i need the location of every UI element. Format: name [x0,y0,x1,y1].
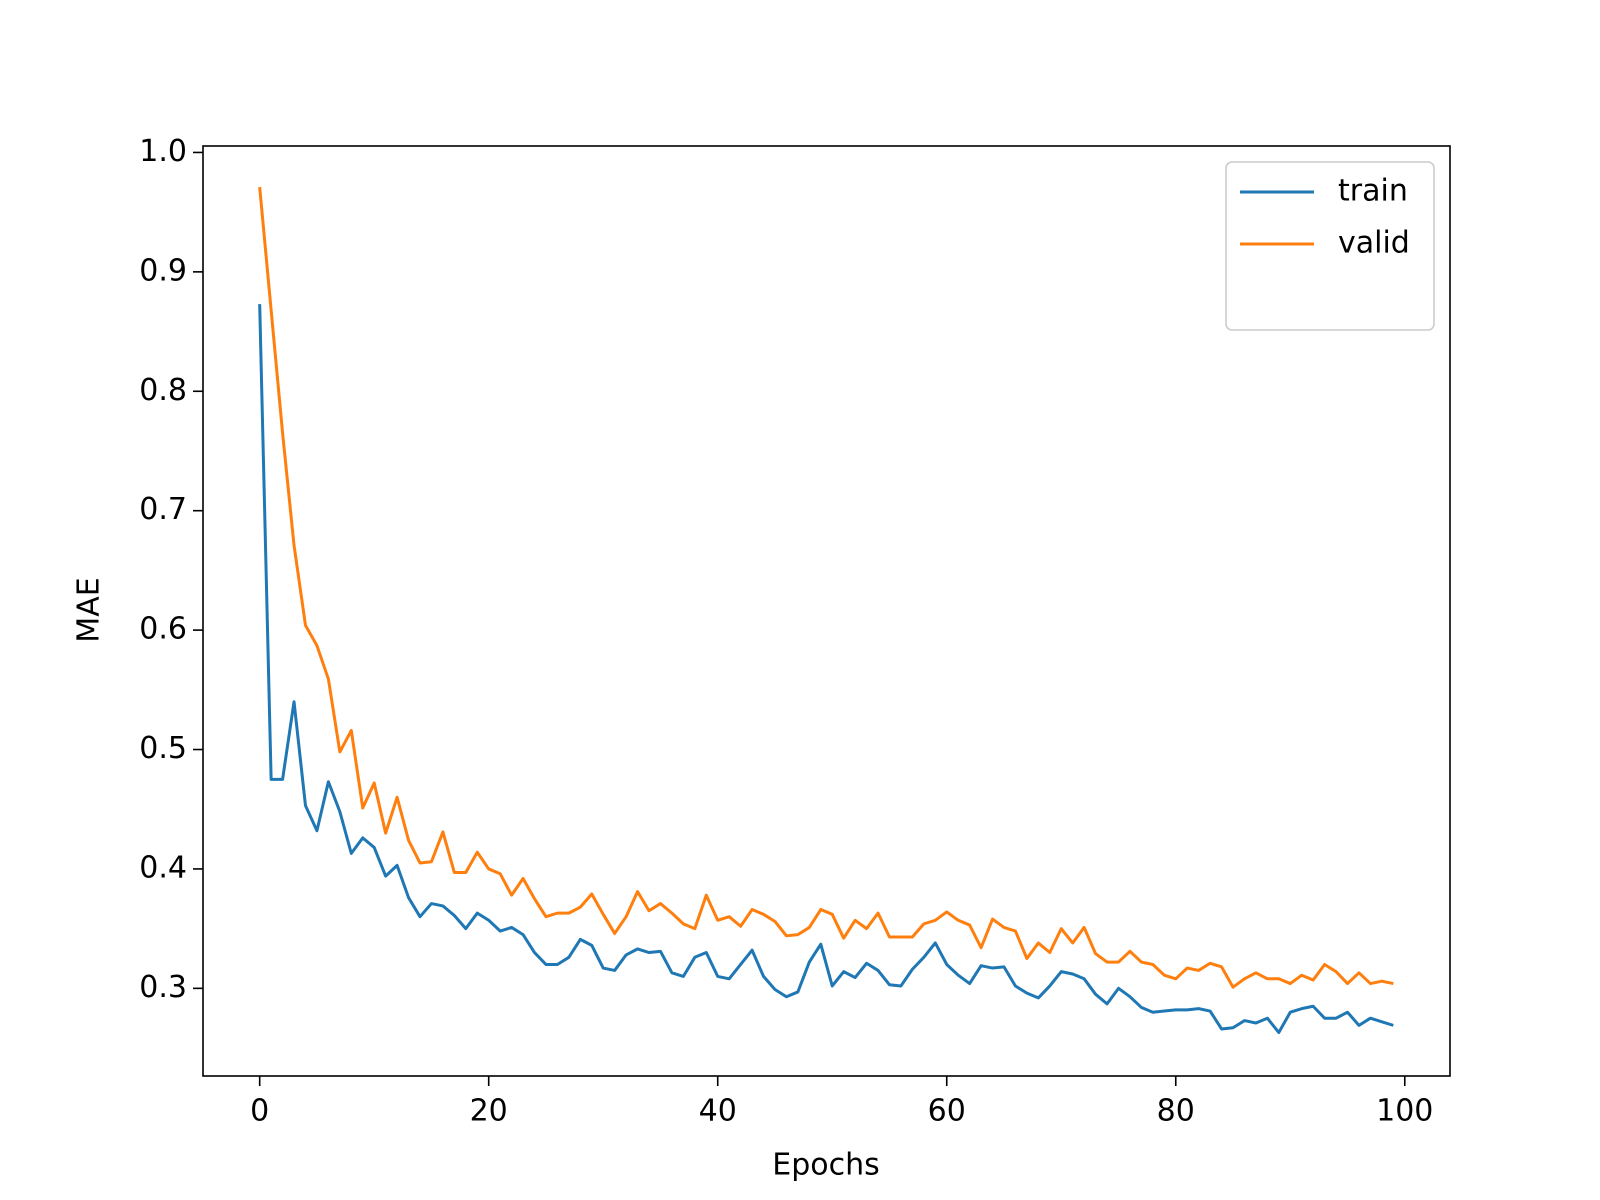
legend-label: train [1338,174,1408,209]
y-tick-label: 0.5 [139,731,187,766]
plot-frame [202,145,1451,1077]
y-tick-label: 0.7 [139,492,187,527]
y-tick-label: 0.6 [139,612,187,647]
x-axis-label: Epochs [772,1148,880,1183]
y-tick-label: 0.4 [139,850,187,885]
legend-label: valid [1338,226,1410,261]
legend-box [1225,161,1435,331]
x-tick-label: 0 [250,1094,269,1129]
y-tick-label: 1.0 [139,134,187,169]
x-tick-label: 60 [928,1094,966,1129]
x-tick-label: 100 [1376,1094,1433,1129]
y-axis-label: MAE [72,577,107,642]
y-tick-label: 0.3 [139,970,187,1005]
y-tick-label: 0.8 [139,373,187,408]
y-tick-label: 0.9 [139,253,187,288]
line-series [258,304,1394,1035]
line-series [258,186,1394,989]
x-tick-label: 40 [699,1094,737,1129]
x-tick-label: 20 [470,1094,508,1129]
x-tick-label: 80 [1157,1094,1195,1129]
